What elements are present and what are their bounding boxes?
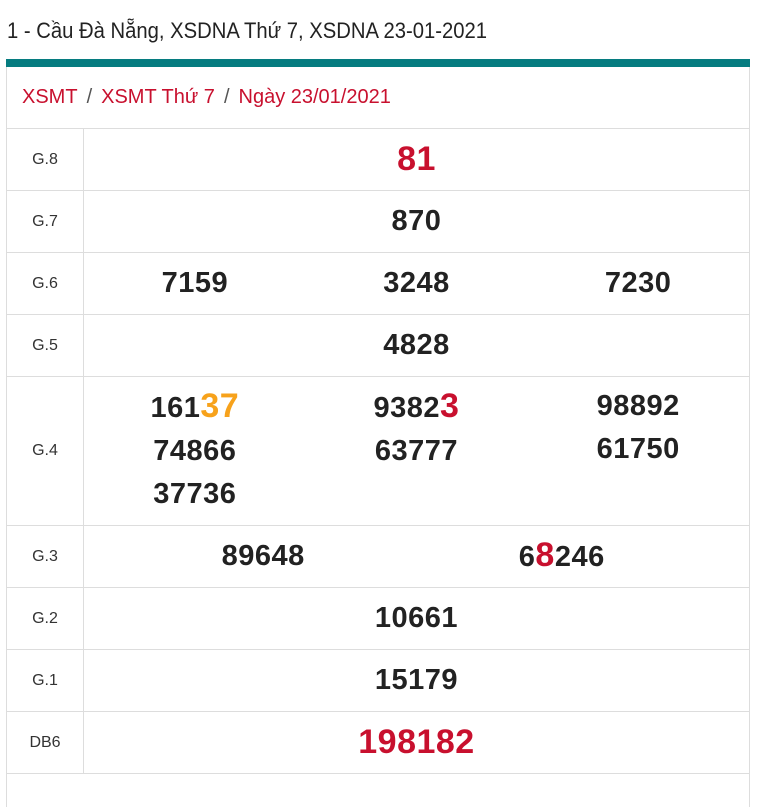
breadcrumb-separator: / (223, 86, 230, 108)
prize-numbers: 198182 (84, 712, 749, 773)
prize-label: G.8 (7, 129, 84, 190)
number-digits: 198182 (358, 723, 475, 761)
prize-row: G.3 89648 68246 (7, 526, 749, 588)
breadcrumb-xsmt-thu7[interactable]: XSMT Thứ 7 (101, 86, 215, 108)
highlighted-digits: 8 (535, 536, 555, 574)
number-column: 16137 74866 37736 (84, 377, 306, 525)
prize-label: G.7 (7, 191, 84, 252)
prize-number: 68246 (519, 534, 605, 579)
prize-label: G.3 (7, 526, 84, 587)
prize-row: G.6 7159 3248 7230 (7, 253, 749, 315)
number-column: 89648 (114, 535, 413, 578)
prize-number: 15179 (375, 659, 458, 702)
prize-number: 16137 (150, 385, 239, 430)
number-column: 7230 (527, 262, 749, 305)
prize-number: 7230 (605, 262, 672, 305)
number-column: 98892 61750 (527, 377, 749, 525)
number-column: 68246 (413, 534, 712, 579)
number-digits: 6 (518, 541, 536, 573)
prize-number: 37736 (153, 473, 236, 516)
prize-numbers: 15179 (84, 650, 749, 711)
prize-label: G.1 (7, 650, 84, 711)
prize-label: G.5 (7, 315, 84, 376)
prize-label: DB6 (7, 712, 84, 773)
number-digits: 61750 (596, 433, 680, 465)
prize-number: 63777 (375, 430, 458, 473)
number-column: 4828 (84, 324, 749, 367)
prize-number: 870 (392, 200, 442, 243)
number-column: 3248 (306, 262, 528, 305)
prize-number: 93823 (374, 385, 460, 430)
number-digits: 4828 (383, 329, 450, 361)
number-digits: 37736 (153, 478, 237, 510)
number-digits: 9382 (373, 392, 441, 424)
prize-rows: G.8 81 G.7 870 G.6 7159 3248 7230 G.5 4828 G.4 1613… (7, 129, 749, 774)
accent-bar (6, 59, 750, 67)
breadcrumb-xsmt[interactable]: XSMT (22, 86, 78, 108)
number-column: 7159 (84, 262, 306, 305)
prize-number: 7159 (162, 262, 229, 305)
prize-row: G.8 81 (7, 129, 749, 191)
number-digits: 89648 (221, 540, 305, 572)
prize-number: 3248 (383, 262, 450, 305)
number-column: 10661 (84, 597, 749, 640)
breadcrumb-separator: / (86, 86, 93, 108)
prize-number: 4828 (383, 324, 450, 367)
number-column: 198182 (84, 721, 749, 764)
number-digits: 63777 (374, 435, 459, 467)
prize-label: G.6 (7, 253, 84, 314)
prize-row: G.7 870 (7, 191, 749, 253)
number-digits: 74866 (153, 435, 237, 467)
breadcrumb: XSMT / XSMT Thứ 7 / Ngày 23/01/2021 (7, 67, 749, 129)
number-digits: 10661 (374, 602, 459, 634)
prize-label: G.2 (7, 588, 84, 649)
prize-numbers: 4828 (84, 315, 749, 376)
number-digits: 98892 (596, 390, 680, 422)
prize-number: 98892 (597, 385, 680, 428)
number-column: 870 (84, 200, 749, 243)
prize-numbers: 16137 74866 37736 93823 63777 98892 61750 (84, 377, 749, 525)
prize-row: G.1 15179 (7, 650, 749, 712)
prize-number: 74866 (153, 430, 236, 473)
number-digits: 81 (397, 140, 436, 178)
prize-row: G.5 4828 (7, 315, 749, 377)
number-digits: 7230 (604, 267, 672, 299)
results-table: XSMT / XSMT Thứ 7 / Ngày 23/01/2021 G.8 81 G.7… (6, 67, 750, 807)
page-title: 1 - Cầu Đà Nẵng, XSDNA Thứ 7, XSDNA 23-0… (7, 18, 488, 43)
prize-row: G.4 16137 74866 37736 93823 63777 98892 61750 (7, 377, 749, 526)
highlighted-digits: 3 (440, 387, 460, 425)
prize-numbers: 10661 (84, 588, 749, 649)
prize-numbers: 870 (84, 191, 749, 252)
number-digits: 7159 (161, 267, 229, 299)
prize-number: 89648 (222, 535, 305, 578)
number-digits: 246 (554, 541, 605, 573)
breadcrumb-date[interactable]: Ngày 23/01/2021 (238, 86, 391, 108)
prize-numbers: 89648 68246 (84, 526, 749, 587)
prize-numbers: 81 (84, 129, 749, 190)
number-digits: 161 (150, 392, 201, 424)
number-column: 15179 (84, 659, 749, 702)
prize-number: 198182 (358, 721, 474, 764)
prize-numbers: 7159 3248 7230 (84, 253, 749, 314)
number-column: 93823 63777 (306, 377, 528, 525)
highlighted-digits: 37 (200, 387, 240, 425)
number-digits: 870 (391, 205, 442, 237)
prize-number: 61750 (597, 428, 680, 471)
number-column: 81 (84, 138, 749, 181)
prize-number: 81 (397, 138, 436, 181)
number-digits: 3248 (383, 267, 450, 299)
prize-row: G.2 10661 (7, 588, 749, 650)
number-digits: 15179 (374, 664, 459, 696)
prize-row: DB6 198182 (7, 712, 749, 774)
prize-number: 10661 (375, 597, 458, 640)
prize-label: G.4 (7, 377, 84, 525)
